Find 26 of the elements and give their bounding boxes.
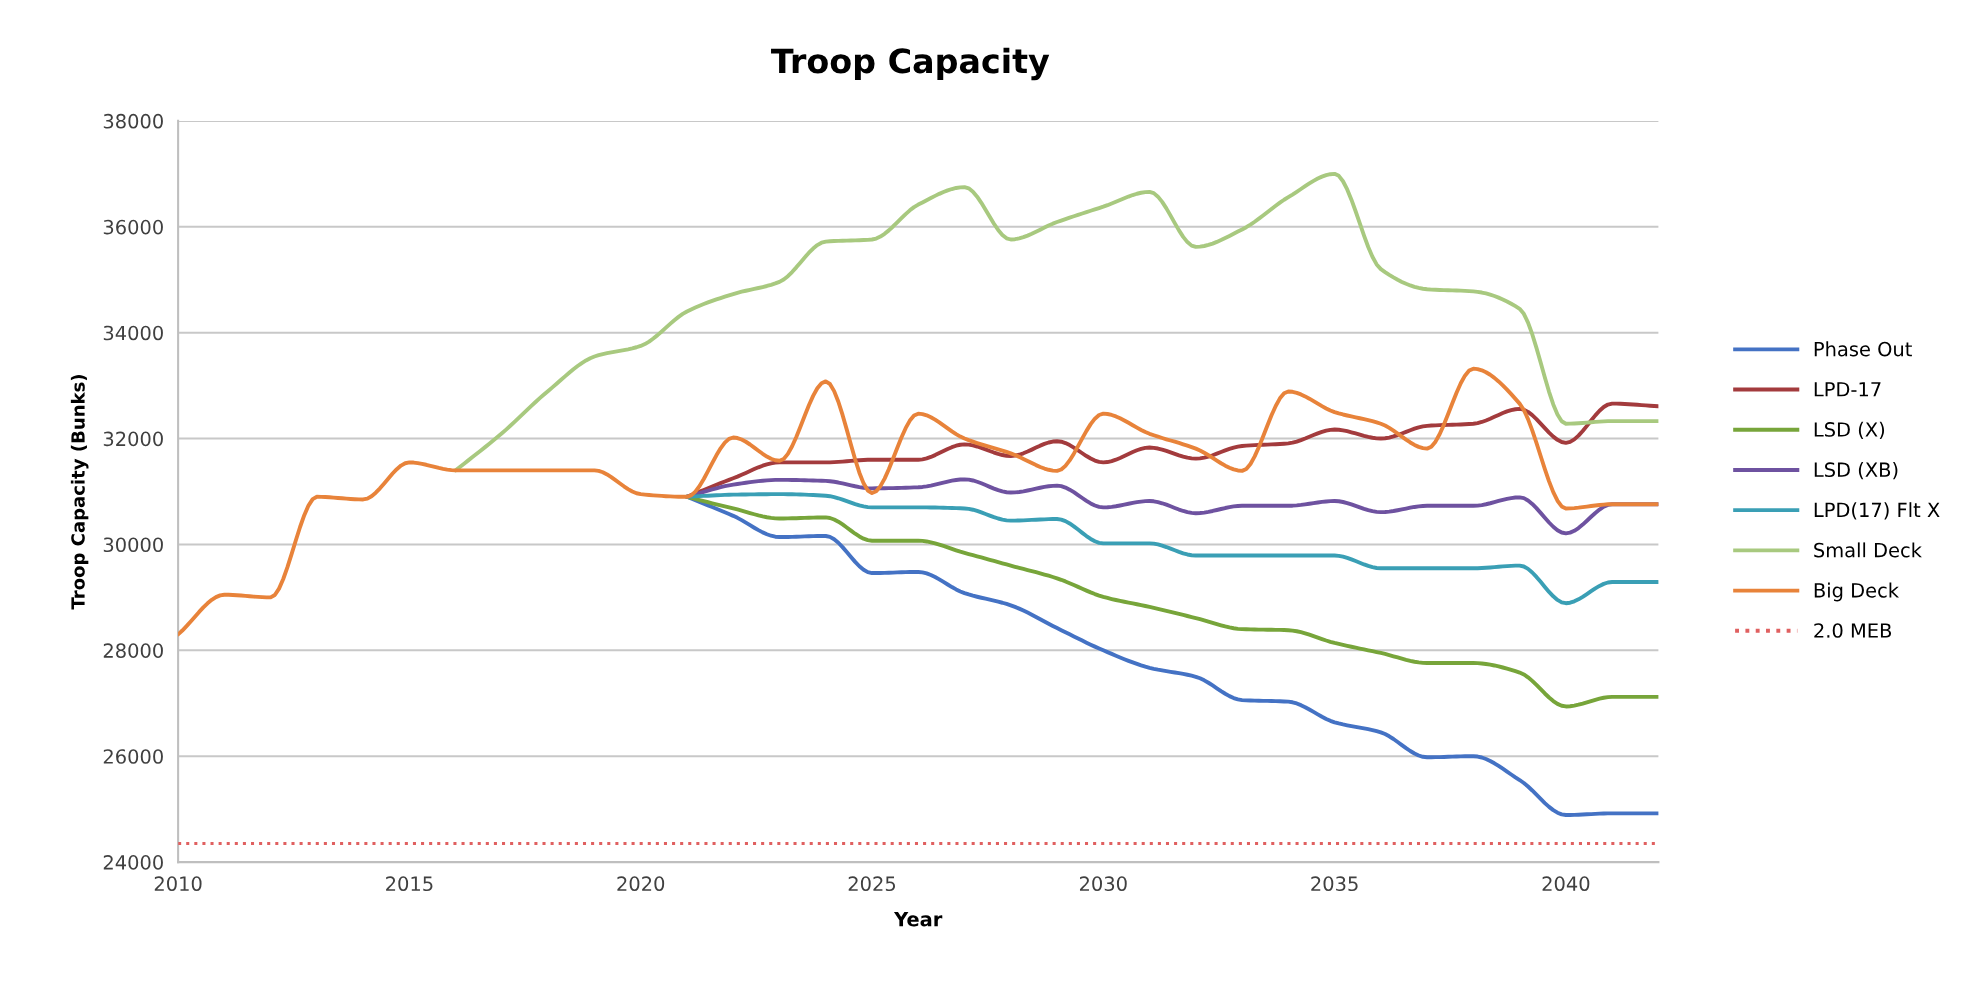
x-tick-label: 2030 <box>1079 876 1127 892</box>
y-tick-label: 30000 <box>103 537 163 553</box>
legend-label: Small Deck <box>1814 542 1922 558</box>
y-tick-label: 38000 <box>103 113 163 129</box>
y-tick-label: 24000 <box>103 855 163 870</box>
legend-label: LPD(17) Flt X <box>1814 502 1940 520</box>
x-tick-label: 2040 <box>1542 876 1590 892</box>
x-tick-label: 2010 <box>154 876 202 892</box>
legend-label: LSD (X) <box>1814 421 1885 440</box>
y-tick-label: 26000 <box>103 749 163 764</box>
legend-label: Phase Out <box>1814 341 1912 357</box>
chart-title: Troop Capacity <box>771 47 1050 81</box>
y-tick-label: 32000 <box>103 431 163 447</box>
x-tick-label: 2020 <box>617 876 665 892</box>
x-tick-label: 2035 <box>1311 876 1358 892</box>
legend-label: LPD-17 <box>1814 382 1881 397</box>
y-tick-label: 28000 <box>103 643 163 658</box>
legend-label: 2.0 MEB <box>1814 623 1892 638</box>
legend-label: Big Deck <box>1814 582 1899 602</box>
y-tick-label: 36000 <box>103 219 163 235</box>
x-tick-label: 2025 <box>848 876 896 892</box>
x-axis-title: Year <box>893 912 943 927</box>
y-axis-title: Troop Capacity (Bunks) <box>70 375 89 610</box>
y-tick-label: 34000 <box>103 325 163 341</box>
x-tick-label: 2015 <box>386 876 433 892</box>
legend-label: LSD (XB) <box>1814 462 1898 480</box>
